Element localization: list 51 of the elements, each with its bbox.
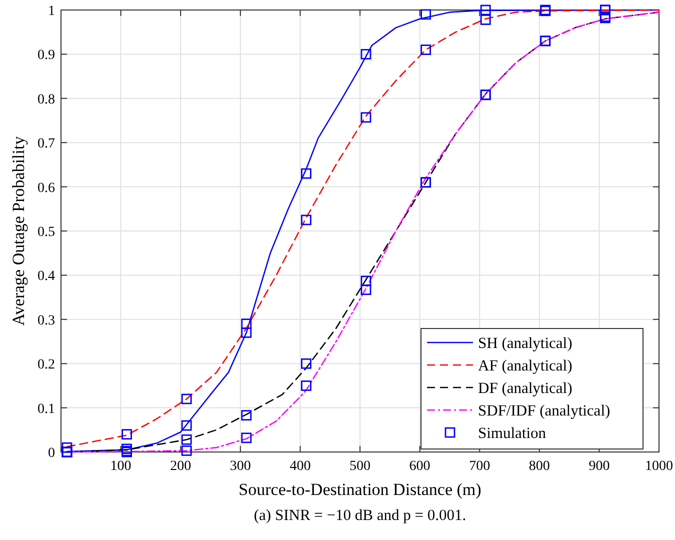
x-tick-label: 1000 [645,459,673,474]
point [181,394,192,404]
point [420,44,431,55]
legend-label: SH (analytical) [478,335,572,352]
x-tick-label: 700 [469,459,490,474]
y-tick-label: 0.5 [38,225,55,240]
y-tick-label: 0.8 [38,92,55,108]
legend-label: DF (analytical) [478,380,572,397]
legend-label: AF (analytical) [478,358,572,374]
y-tick-label: 0.3 [38,313,55,328]
legend-label: SDF/IDF (analytical) [478,402,610,420]
x-tick-label: 100 [110,459,132,474]
point [360,49,372,60]
point [181,445,192,456]
point [62,442,72,453]
point [241,410,252,421]
point [300,380,312,391]
point [360,112,372,123]
y-tick-label: 1 [48,4,55,19]
point [181,420,192,431]
y-tick-label: 0.9 [38,48,55,64]
point [480,14,491,25]
point [480,4,491,16]
point [241,432,252,444]
x-tick-label: 300 [230,459,251,474]
point [420,9,431,20]
point [241,318,252,330]
y-axis-title: Average Outage Probability [9,136,28,326]
x-axis-title: Source-to-Destination Distance (m) [238,480,482,499]
point [360,284,372,295]
x-tick-label: 800 [528,459,550,474]
legend-label: Simulation [478,425,546,442]
y-tick-label: 0.4 [38,269,55,284]
point [122,429,132,440]
point [300,168,312,179]
y-tick-label: 0.7 [38,136,55,152]
x-tick-label: 900 [588,459,610,474]
text: (a) SINR = −10 dB and p = 0.001. [254,507,466,524]
x-tick-label: 600 [409,459,430,474]
y-tick-label: 0.2 [38,358,55,373]
x-tick-label: 500 [350,459,370,474]
point [360,276,372,286]
x-tick-label: 400 [290,459,311,474]
y-tick-label: 0.1 [38,402,55,417]
point [300,358,312,369]
point [181,434,192,445]
point [300,214,312,226]
y-tick-label: 0 [48,446,55,461]
point [241,327,252,338]
y-tick-label: 0.6 [38,180,55,196]
x-tick-label: 200 [170,459,192,474]
